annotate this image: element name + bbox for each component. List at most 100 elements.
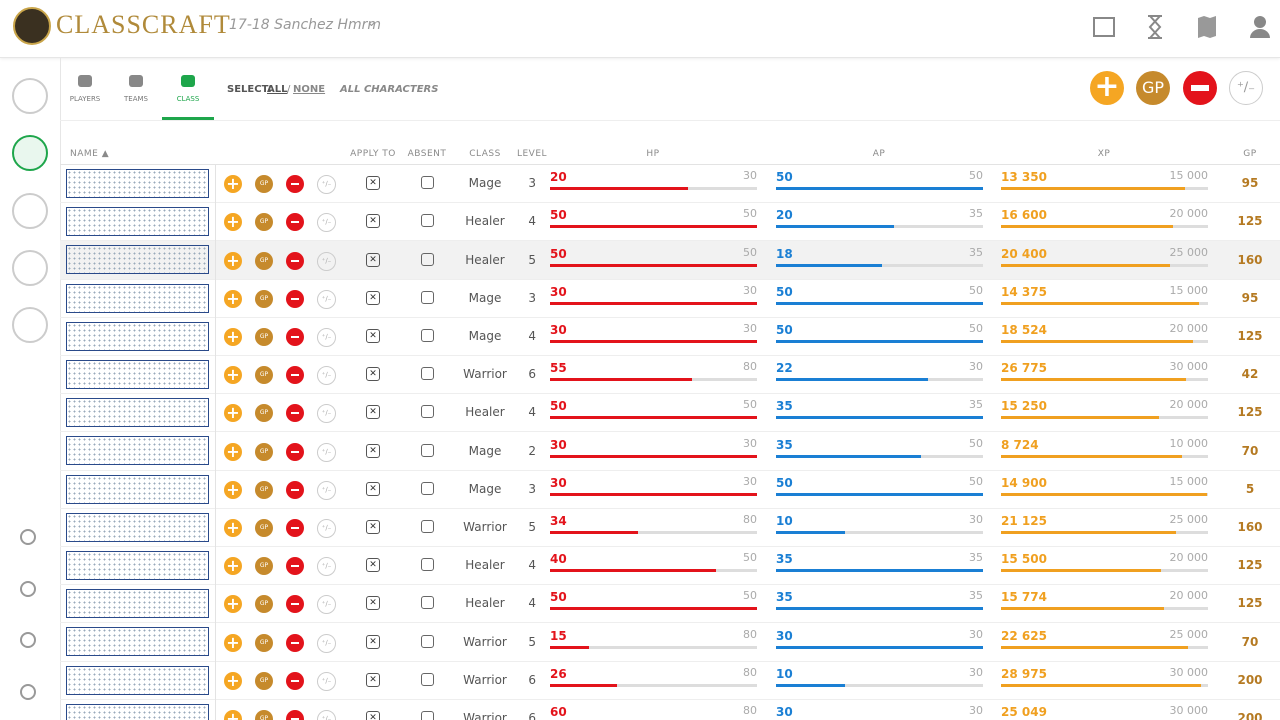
timer-icon[interactable] [1148,15,1162,39]
absent-checkbox[interactable] [421,252,434,266]
gp-row-button[interactable]: GP [255,366,273,385]
class-selector[interactable]: 17-18 Sanchez Hmrm [229,17,382,33]
apply-to-toggle[interactable]: ✕ [366,176,380,191]
absent-checkbox[interactable] [421,710,434,720]
add-button[interactable]: + [224,518,242,537]
apply-to-toggle[interactable]: ✕ [366,214,380,229]
gp-row-button[interactable]: GP [255,557,273,576]
plus-minus-row-button[interactable]: ⁺∕₋ [317,633,336,653]
absent-checkbox[interactable] [421,405,434,419]
apply-to-toggle[interactable]: ✕ [366,710,380,720]
add-button[interactable]: + [224,595,242,614]
table-row[interactable] [60,203,1280,242]
add-button[interactable]: + [224,366,242,385]
sidebar-button[interactable] [12,78,48,114]
gp-row-button[interactable]: GP [255,327,273,346]
table-row[interactable] [60,471,1280,509]
remove-button[interactable] [286,518,304,537]
table-row[interactable] [60,280,1280,318]
remove-button[interactable] [286,366,304,385]
tab-label[interactable]: TEAMS [124,95,148,103]
plus-minus-row-button[interactable]: ⁺∕₋ [317,442,336,462]
gp-row-button[interactable]: GP [255,442,273,461]
remove-button[interactable] [286,442,304,461]
add-button[interactable]: + [224,557,242,576]
plus-minus-row-button[interactable]: ⁺∕₋ [317,327,336,347]
sidebar-tool[interactable] [20,529,36,545]
plus-minus-row-button[interactable]: ⁺∕₋ [317,213,336,233]
table-row[interactable] [60,623,1280,662]
sidebar-tool[interactable] [20,684,36,700]
map-icon[interactable] [1198,16,1216,38]
remove-button[interactable] [286,480,304,499]
apply-to-toggle[interactable]: ✕ [366,481,380,496]
apply-to-toggle[interactable]: ✕ [366,367,380,382]
gp-row-button[interactable]: GP [255,671,273,690]
add-button[interactable]: + [224,404,242,423]
select-none[interactable]: NONE [293,84,326,95]
gp-row-button[interactable]: GP [255,518,273,537]
table-row[interactable] [60,394,1280,433]
table-row[interactable] [60,241,1280,280]
add-points-button[interactable]: + [1090,71,1124,105]
gp-button[interactable]: GP [1136,71,1170,105]
column-header[interactable]: NAME ▲ [70,149,110,159]
sidebar-button[interactable] [12,307,48,343]
absent-checkbox[interactable] [421,176,434,190]
plus-minus-row-button[interactable]: ⁺∕₋ [317,175,336,195]
news-icon[interactable] [1093,17,1115,37]
add-button[interactable]: + [224,175,242,194]
add-button[interactable]: + [224,671,242,690]
remove-button[interactable] [286,175,304,194]
add-button[interactable]: + [224,633,242,652]
tab-icon[interactable] [129,75,143,87]
remove-button[interactable] [286,671,304,690]
absent-checkbox[interactable] [421,634,434,648]
dropdown-caret[interactable]: ⌄ [366,15,377,30]
absent-checkbox[interactable] [421,596,434,610]
gp-row-button[interactable]: GP [255,213,273,232]
apply-to-toggle[interactable]: ✕ [366,252,380,267]
table-row[interactable] [60,547,1280,586]
plus-minus-row-button[interactable]: ⁺∕₋ [317,480,336,500]
tab-icon[interactable] [78,75,92,87]
character-filter[interactable]: ALL CHARACTERS [340,84,439,95]
apply-to-toggle[interactable]: ✕ [366,519,380,534]
remove-button[interactable] [286,251,304,270]
absent-checkbox[interactable] [421,290,434,304]
gp-row-button[interactable]: GP [255,480,273,499]
sidebar-button[interactable] [12,193,48,229]
sidebar-tool[interactable] [20,581,36,597]
remove-button[interactable] [286,289,304,308]
remove-points-button[interactable] [1183,71,1217,105]
absent-checkbox[interactable] [421,443,434,457]
add-button[interactable]: + [224,442,242,461]
table-row[interactable] [60,700,1280,720]
logo[interactable] [13,7,51,45]
apply-to-toggle[interactable]: ✕ [366,558,380,573]
plus-minus-row-button[interactable]: ⁺∕₋ [317,518,336,538]
gp-row-button[interactable]: GP [255,633,273,652]
add-button[interactable]: + [224,480,242,499]
remove-button[interactable] [286,327,304,346]
sidebar-button[interactable] [12,135,48,171]
remove-button[interactable] [286,595,304,614]
table-row[interactable] [60,356,1280,395]
gp-row-button[interactable]: GP [255,175,273,194]
absent-checkbox[interactable] [421,481,434,495]
absent-checkbox[interactable] [421,367,434,381]
tab-label[interactable]: PLAYERS [69,95,101,103]
brand[interactable]: CLASSCRAFT [56,10,231,39]
remove-button[interactable] [286,557,304,576]
gp-row-button[interactable]: GP [255,595,273,614]
apply-to-toggle[interactable]: ✕ [366,443,380,458]
remove-button[interactable] [286,213,304,232]
add-button[interactable]: + [224,289,242,308]
profile-icon[interactable] [1254,16,1266,28]
apply-to-toggle[interactable]: ✕ [366,596,380,611]
absent-checkbox[interactable] [421,672,434,686]
sidebar-button[interactable] [12,250,48,286]
add-button[interactable]: + [224,213,242,232]
gp-row-button[interactable]: GP [255,709,273,720]
gp-row-button[interactable]: GP [255,404,273,423]
